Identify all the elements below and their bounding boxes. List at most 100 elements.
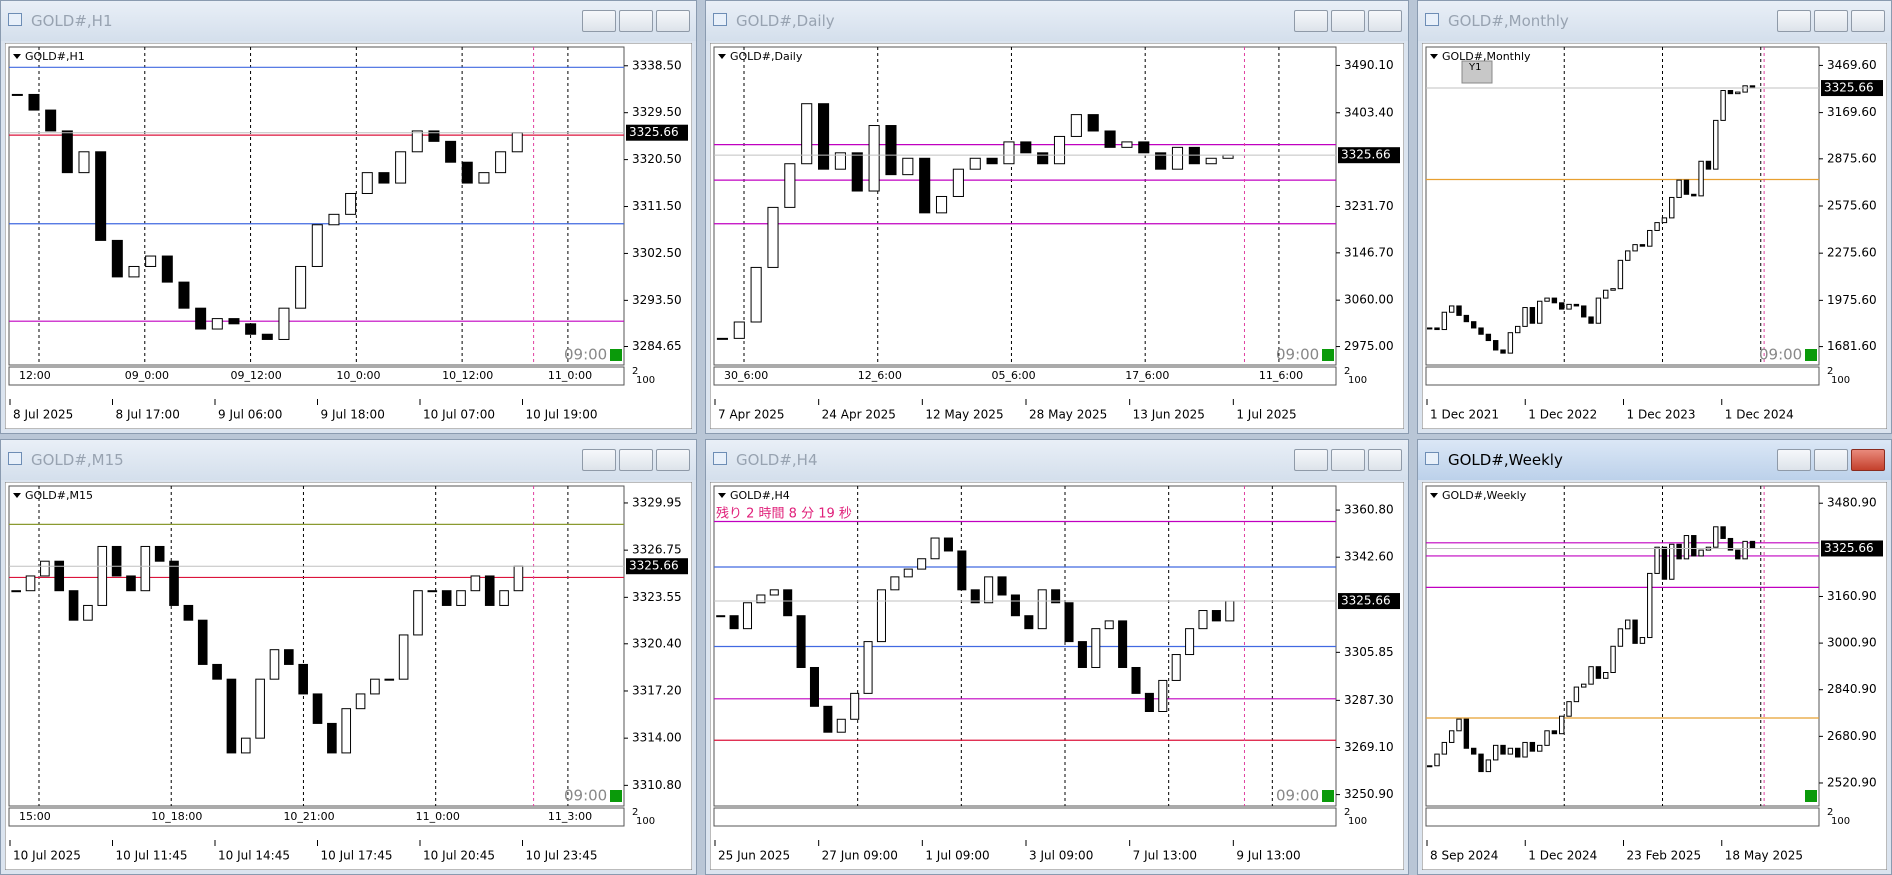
close-button[interactable] bbox=[1368, 449, 1402, 471]
candle-body bbox=[1603, 672, 1609, 679]
maximize-button[interactable] bbox=[1814, 449, 1848, 471]
candle-body bbox=[1091, 628, 1101, 668]
close-button[interactable] bbox=[1851, 449, 1885, 471]
candle-body bbox=[1573, 303, 1580, 307]
candle-body bbox=[817, 103, 830, 170]
date-label: 13 Jun 2025 bbox=[1133, 408, 1205, 422]
candle-body bbox=[1198, 610, 1208, 630]
candle-body bbox=[478, 172, 490, 184]
y-tick-label: 2520.90 bbox=[1827, 775, 1877, 789]
candle-body bbox=[1426, 327, 1433, 330]
maximize-button[interactable] bbox=[1331, 10, 1365, 32]
y-tick-label: 3310.80 bbox=[632, 778, 682, 792]
candle-body bbox=[1003, 141, 1015, 165]
candle-body bbox=[413, 590, 423, 636]
symbol-label: GOLD#,H1 bbox=[25, 50, 85, 63]
time-label: 10_0:00 bbox=[336, 369, 380, 382]
minimize-button[interactable] bbox=[1294, 10, 1328, 32]
candle-body bbox=[1588, 666, 1594, 685]
candle-body bbox=[245, 323, 257, 335]
price-label: 3325.66 bbox=[629, 125, 679, 139]
y-tick-label: 3320.50 bbox=[632, 152, 682, 166]
sub-scale: 2 bbox=[1827, 807, 1833, 818]
candle-body bbox=[1691, 535, 1697, 557]
maximize-button[interactable] bbox=[1814, 10, 1848, 32]
time-label: 11_0:00 bbox=[416, 810, 460, 823]
candle-body bbox=[935, 195, 948, 214]
candle-body bbox=[269, 649, 280, 680]
maximize-button[interactable] bbox=[619, 10, 653, 32]
maximize-button[interactable] bbox=[619, 449, 653, 471]
candle-body bbox=[111, 239, 123, 278]
candle-body bbox=[1639, 637, 1646, 644]
close-button[interactable] bbox=[656, 449, 690, 471]
minimize-button[interactable] bbox=[582, 449, 616, 471]
candle-body bbox=[1544, 730, 1550, 746]
price-tag bbox=[626, 124, 688, 141]
candle-body bbox=[1118, 620, 1128, 668]
close-button[interactable] bbox=[656, 10, 690, 32]
candle-body bbox=[28, 93, 40, 111]
title-bar: GOLD#,M15 bbox=[1, 440, 696, 480]
candle-body bbox=[1121, 141, 1133, 148]
y-tick-label: 3329.95 bbox=[632, 495, 682, 509]
candle-body bbox=[1603, 289, 1609, 299]
date-label: 1 Jul 2025 bbox=[1236, 408, 1296, 422]
candle-body bbox=[1171, 146, 1184, 170]
sub-scale: 100 bbox=[636, 816, 655, 827]
close-button[interactable] bbox=[1851, 10, 1885, 32]
minimize-button[interactable] bbox=[1777, 449, 1811, 471]
close-button[interactable] bbox=[1368, 10, 1402, 32]
candle-body bbox=[1742, 85, 1748, 93]
chart-area: GOLD#,M15 3329.95 3326.75 3323.55 3320.40 331… bbox=[5, 482, 692, 870]
y-tick-label: 3403.40 bbox=[1344, 105, 1394, 119]
minimize-button[interactable] bbox=[1294, 449, 1328, 471]
candle-body bbox=[1529, 741, 1536, 752]
sub-scale: 2 bbox=[632, 807, 638, 818]
candle-body bbox=[1559, 302, 1565, 310]
candle-body bbox=[255, 678, 265, 739]
period-button[interactable] bbox=[1461, 60, 1493, 84]
period-button-label: Y1 bbox=[1468, 62, 1481, 73]
candle-body bbox=[850, 692, 860, 720]
server-time: 09:00 bbox=[1759, 346, 1802, 364]
candle-body bbox=[917, 558, 927, 570]
y-tick-label: 2840.90 bbox=[1827, 682, 1877, 696]
minimize-button[interactable] bbox=[1777, 10, 1811, 32]
minimize-button[interactable] bbox=[582, 10, 616, 32]
date-label: 27 Jun 09:00 bbox=[822, 849, 898, 863]
date-label: 8 Jul 2025 bbox=[13, 408, 73, 422]
status-box bbox=[610, 349, 622, 361]
chart-area: GOLD#,Monthly 3469.60 3169.60 2875.60 2575.6… bbox=[1422, 43, 1887, 429]
candle-body bbox=[1559, 715, 1565, 735]
candle-body bbox=[128, 265, 140, 278]
candle-body bbox=[1537, 744, 1543, 752]
label-arrow bbox=[13, 54, 21, 59]
y-tick-label: 2275.60 bbox=[1827, 246, 1877, 260]
candle-body bbox=[796, 615, 806, 668]
candle-body bbox=[1470, 321, 1477, 329]
candle-body bbox=[1676, 543, 1682, 560]
candle-body bbox=[1625, 619, 1631, 630]
candle-body bbox=[1434, 753, 1440, 767]
status-box bbox=[1322, 790, 1334, 802]
candle-body bbox=[902, 157, 914, 176]
window-icon bbox=[1425, 452, 1439, 465]
window-title: GOLD#,Monthly bbox=[1448, 12, 1569, 30]
price-label: 3325.66 bbox=[1824, 81, 1874, 95]
maximize-button[interactable] bbox=[1331, 449, 1365, 471]
y-tick-label: 3269.10 bbox=[1344, 740, 1394, 754]
candle-body bbox=[1434, 327, 1440, 331]
window-title: GOLD#,H1 bbox=[31, 12, 113, 30]
y-tick-label: 3231.70 bbox=[1344, 199, 1394, 213]
candle-body bbox=[398, 634, 409, 680]
candle-body bbox=[25, 575, 36, 592]
y-tick-label: 3284.65 bbox=[632, 339, 682, 353]
y-tick-label: 2680.90 bbox=[1827, 729, 1877, 743]
time-label: 11_6:00 bbox=[1259, 369, 1303, 382]
candle-body bbox=[1131, 666, 1141, 694]
candle-body bbox=[298, 663, 308, 695]
y-tick-label: 3320.40 bbox=[632, 636, 682, 650]
candle-body bbox=[295, 265, 307, 309]
candle-body bbox=[226, 678, 237, 754]
